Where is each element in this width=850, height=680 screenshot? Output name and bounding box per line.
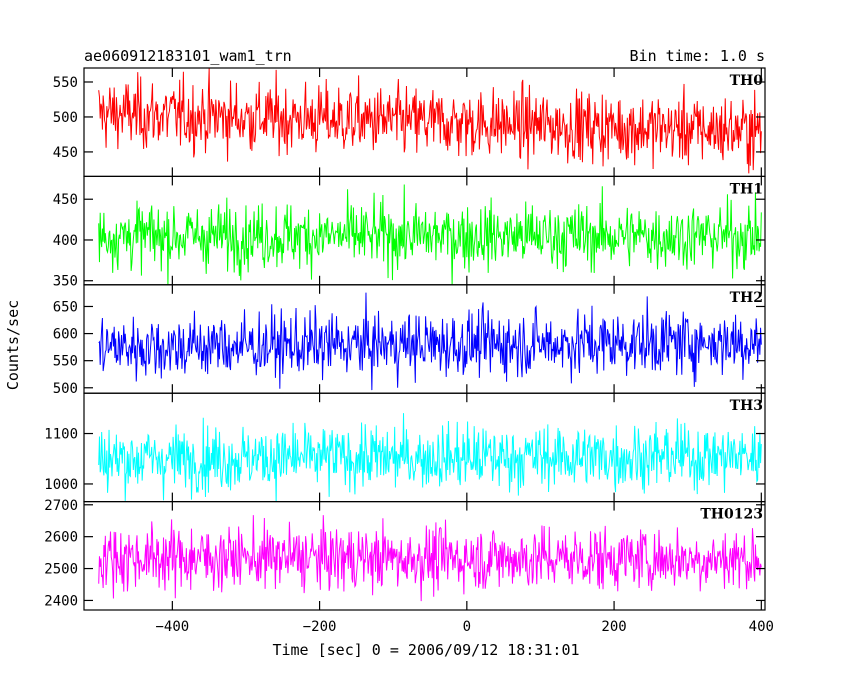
panel-label-th0123: TH0123: [700, 507, 763, 523]
series-line-th0123: [98, 515, 762, 602]
panel-label-th1: TH1: [730, 181, 763, 197]
panel-label-th2: TH2: [730, 290, 763, 306]
bin-time-label: Bin time: 1.0 s: [630, 47, 765, 65]
y-tick-label-th2: 650: [53, 299, 78, 315]
y-tick-label-th0123: 2700: [44, 498, 78, 514]
x-tick-label: 0: [463, 619, 471, 635]
y-tick-label-th2: 550: [53, 354, 78, 370]
chart-title: ae060912183101_wam1_trn: [84, 47, 292, 65]
y-tick-label-th2: 600: [53, 327, 78, 343]
panel-label-th3: TH3: [730, 398, 763, 414]
y-tick-label-th2: 500: [53, 381, 78, 397]
y-tick-label-th3: 1000: [44, 477, 78, 493]
series-line-th2: [98, 292, 762, 391]
y-tick-label-th0: 500: [53, 110, 78, 126]
panel-label-th0: TH0: [730, 73, 764, 89]
y-tick-label-th1: 400: [53, 233, 78, 249]
x-axis-label: Time [sec] 0 = 2006/09/12 18:31:01: [272, 641, 579, 659]
x-tick-label: −200: [303, 619, 337, 635]
y-axis-label: Counts/sec: [4, 300, 22, 390]
x-tick-label: 400: [749, 619, 774, 635]
y-tick-label-th0: 550: [53, 75, 78, 91]
y-tick-label-th1: 350: [53, 274, 78, 290]
y-tick-label-th1: 450: [53, 192, 78, 208]
series-line-th0: [98, 68, 762, 174]
x-tick-label: 200: [601, 619, 626, 635]
panel-frame-th0123: [83, 501, 766, 611]
x-tick-label: −400: [155, 619, 189, 635]
y-tick-label-th0123: 2400: [44, 593, 78, 609]
series-line-th3: [98, 413, 762, 502]
y-tick-label-th0: 450: [53, 145, 78, 161]
y-tick-label-th0123: 2500: [44, 562, 78, 578]
y-tick-label-th0123: 2600: [44, 530, 78, 546]
panels: 450 500 550 TH0 350 400 450 TH1 500 550 600 650 TH2 1…: [44, 67, 774, 635]
y-tick-label-th3: 1100: [44, 427, 78, 443]
series-line-th1: [98, 184, 762, 285]
